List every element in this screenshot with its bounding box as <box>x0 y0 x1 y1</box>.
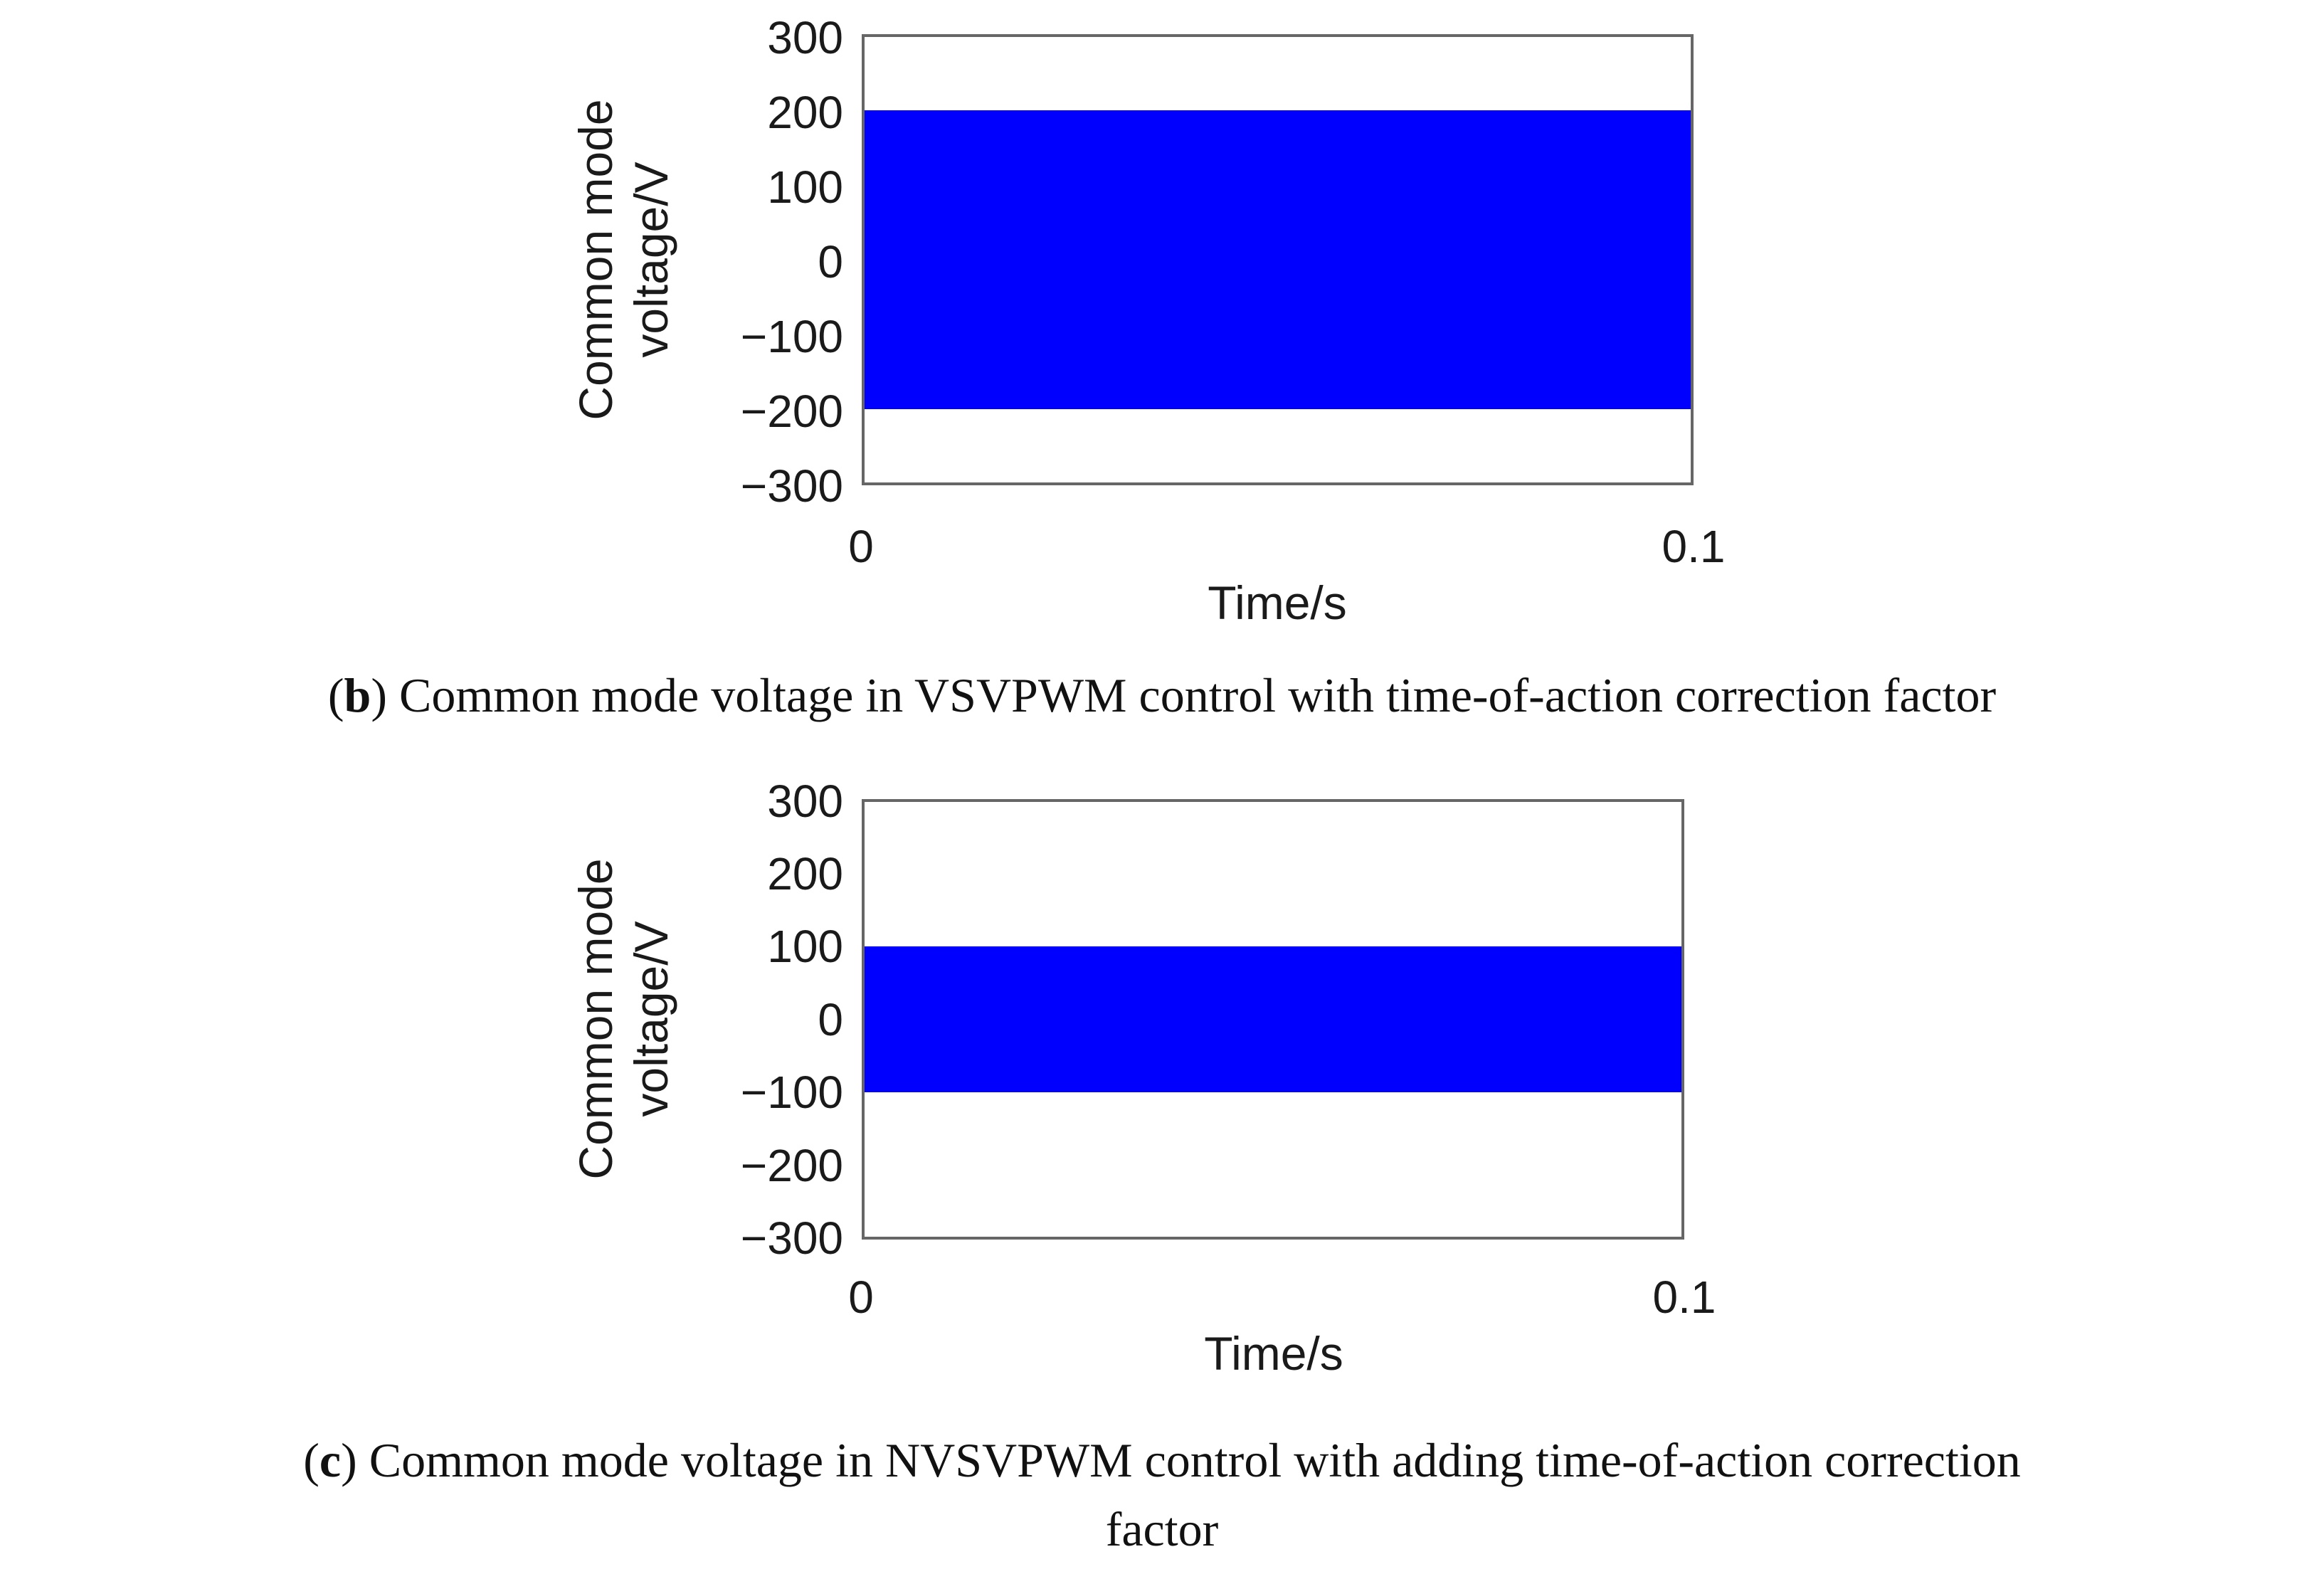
voltage-band-series-1 <box>863 110 1692 409</box>
panel-c-caption: (c) Common mode voltage in NVSVPWM contr… <box>303 1433 2021 1487</box>
panel-b-x-ticks: 0 0.1 <box>848 521 1725 572</box>
y-tick-label: 100 <box>767 162 843 213</box>
y-axis-label-line-2: voltage/V <box>625 921 677 1116</box>
y-tick-label: −100 <box>741 1067 843 1118</box>
y-tick-label: −100 <box>741 311 843 362</box>
chart-panel-b: 300 200 100 0 −100 −200 −300 0 0.1 Time/… <box>328 12 1997 722</box>
y-axis-label: Common mode voltage/V <box>569 99 677 420</box>
x-tick-label: 0 <box>848 521 874 572</box>
x-axis-label: Time/s <box>1208 576 1347 629</box>
chart-panel-c: 300 200 100 0 −100 −200 −300 0 0.1 Time/… <box>303 776 2021 1556</box>
y-axis-label-line-1: Common mode <box>569 99 622 420</box>
x-axis-label: Time/s <box>1204 1327 1343 1380</box>
y-tick-label: 300 <box>767 12 843 63</box>
y-axis-label-line-1: Common mode <box>569 858 622 1179</box>
panel-c-x-ticks: 0 0.1 <box>848 1272 1716 1323</box>
panel-c-plot-frame <box>862 799 1684 1240</box>
y-tick-label: −300 <box>741 460 843 512</box>
y-tick-label: 0 <box>818 236 843 287</box>
panel-c-data-layer <box>863 946 1683 1092</box>
x-tick-label: 0.1 <box>1653 1272 1716 1323</box>
panel-b-y-ticks: 300 200 100 0 −100 −200 −300 <box>741 12 843 512</box>
y-tick-label: −200 <box>741 1140 843 1191</box>
y-tick-label: 100 <box>767 921 843 972</box>
panel-b-data-layer <box>863 110 1692 409</box>
voltage-band-series-1 <box>863 946 1683 1092</box>
y-tick-label: 0 <box>818 994 843 1045</box>
y-tick-label: −300 <box>741 1213 843 1264</box>
y-axis-label-line-2: voltage/V <box>625 162 677 357</box>
y-tick-label: 200 <box>767 87 843 138</box>
panel-c-caption-line-2: factor <box>1106 1502 1219 1556</box>
y-tick-label: 300 <box>767 776 843 827</box>
x-tick-label: 0 <box>848 1272 874 1323</box>
panel-b-caption: (b) Common mode voltage in VSVPWM contro… <box>328 668 1997 722</box>
panel-c-y-ticks: 300 200 100 0 −100 −200 −300 <box>741 776 843 1264</box>
y-tick-label: −200 <box>741 386 843 437</box>
y-axis-label: Common mode voltage/V <box>569 858 677 1179</box>
x-tick-label: 0.1 <box>1662 521 1726 572</box>
panel-b-plot-frame <box>862 34 1694 485</box>
y-tick-label: 200 <box>767 848 843 899</box>
